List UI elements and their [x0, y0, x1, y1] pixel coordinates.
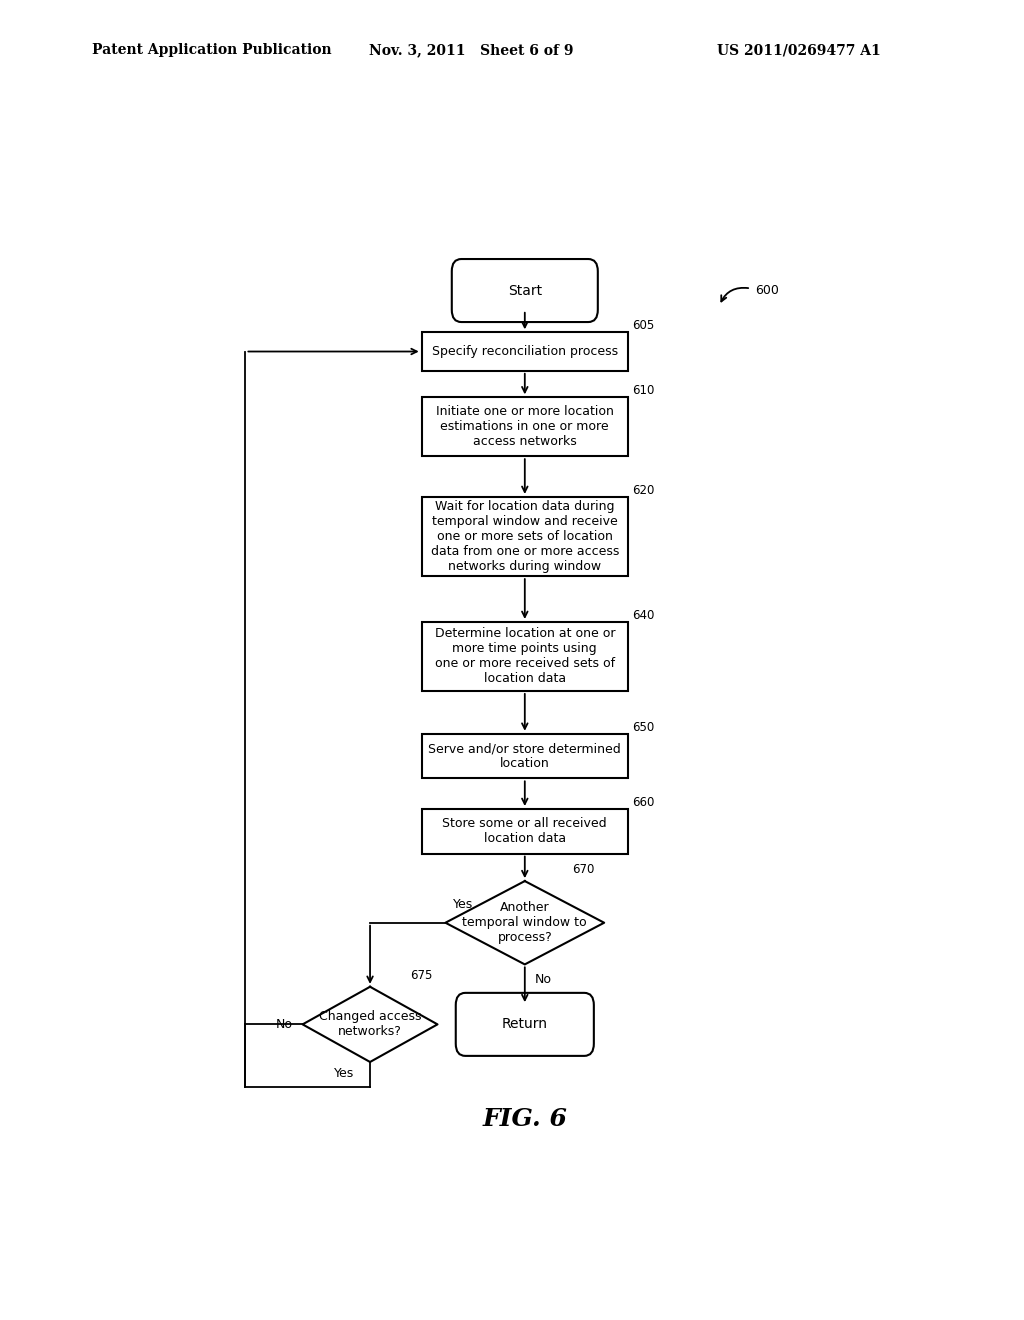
- Text: Nov. 3, 2011   Sheet 6 of 9: Nov. 3, 2011 Sheet 6 of 9: [369, 44, 573, 57]
- Text: 620: 620: [632, 484, 654, 496]
- Text: 675: 675: [411, 969, 433, 982]
- Text: Serve and/or store determined
location: Serve and/or store determined location: [428, 742, 622, 770]
- Bar: [422, 397, 628, 457]
- Text: Changed access
networks?: Changed access networks?: [318, 1010, 421, 1039]
- Text: Yes: Yes: [454, 898, 474, 911]
- Text: 610: 610: [632, 384, 654, 397]
- Text: Wait for location data during
temporal window and receive
one or more sets of lo: Wait for location data during temporal w…: [431, 500, 618, 573]
- FancyBboxPatch shape: [452, 259, 598, 322]
- Bar: [422, 333, 628, 371]
- Text: Determine location at one or
more time points using
one or more received sets of: Determine location at one or more time p…: [434, 627, 615, 685]
- Text: US 2011/0269477 A1: US 2011/0269477 A1: [717, 44, 881, 57]
- Bar: [422, 809, 628, 854]
- Text: Specify reconciliation process: Specify reconciliation process: [432, 345, 617, 358]
- Text: 670: 670: [572, 863, 595, 876]
- Text: Start: Start: [508, 284, 542, 297]
- Text: Another
temporal window to
process?: Another temporal window to process?: [463, 902, 587, 944]
- Bar: [422, 734, 628, 779]
- Text: 600: 600: [755, 284, 779, 297]
- Text: No: No: [535, 973, 551, 986]
- Text: Return: Return: [502, 1018, 548, 1031]
- Text: FIG. 6: FIG. 6: [482, 1107, 567, 1131]
- Text: Patent Application Publication: Patent Application Publication: [92, 44, 332, 57]
- FancyBboxPatch shape: [456, 993, 594, 1056]
- Text: 605: 605: [632, 319, 654, 333]
- Text: No: No: [276, 1018, 293, 1031]
- Text: 660: 660: [632, 796, 654, 809]
- Text: Store some or all received
location data: Store some or all received location data: [442, 817, 607, 845]
- Text: Yes: Yes: [334, 1067, 354, 1080]
- Text: Initiate one or more location
estimations in one or more
access networks: Initiate one or more location estimation…: [436, 405, 613, 449]
- Text: 640: 640: [632, 609, 654, 622]
- Bar: [422, 496, 628, 576]
- Bar: [422, 622, 628, 690]
- Text: 650: 650: [632, 721, 654, 734]
